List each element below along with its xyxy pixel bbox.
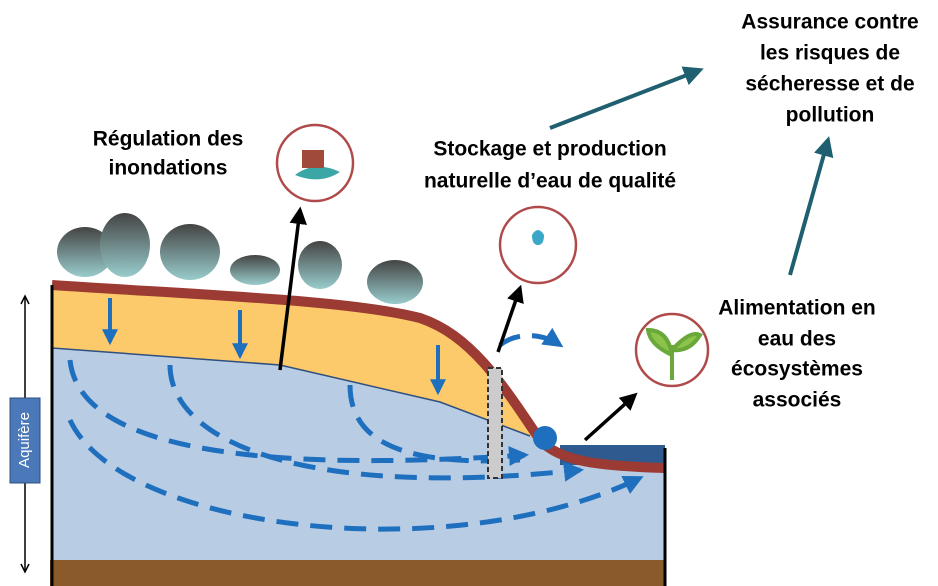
aquifer-label: Aquifère: [16, 412, 33, 468]
label: inondations: [109, 157, 228, 180]
label: Alimentation en: [718, 297, 876, 320]
soil: [50, 560, 665, 586]
label: sécheresse et de: [745, 73, 914, 96]
aquifer-box: [9, 397, 41, 484]
label: Régulation des: [93, 128, 244, 151]
unsaturated-zone: [52, 285, 540, 440]
aquifer-scale-ends: [20, 294, 30, 574]
label: Stockage et production: [433, 138, 666, 161]
label: naturelle d’eau de qualité: [424, 170, 676, 193]
flow-line: [498, 327, 564, 348]
label: associés: [753, 389, 842, 412]
aquifer: [52, 348, 665, 560]
water-icon: [532, 230, 544, 245]
house-icon: [302, 150, 324, 168]
flow-line: [167, 364, 584, 482]
label: pollution: [786, 104, 875, 127]
plant-icon: [645, 327, 703, 380]
service-arrows: [278, 206, 638, 442]
well: [487, 367, 503, 479]
water-table: [51, 347, 531, 437]
infiltration-arrows: [102, 298, 446, 396]
flow-line: [67, 359, 529, 467]
flood-icon: [295, 166, 340, 180]
insurance-arrows: [549, 66, 834, 276]
vegetation: [57, 213, 423, 304]
ground-surface: [51, 280, 666, 473]
spring: [533, 426, 557, 450]
flow-line: [67, 418, 644, 532]
label: Assurance contre: [741, 11, 918, 34]
label: les risques de: [760, 42, 900, 65]
label: eau des: [758, 328, 836, 351]
label: écosystèmes: [731, 358, 863, 381]
flow-line: [347, 384, 521, 464]
